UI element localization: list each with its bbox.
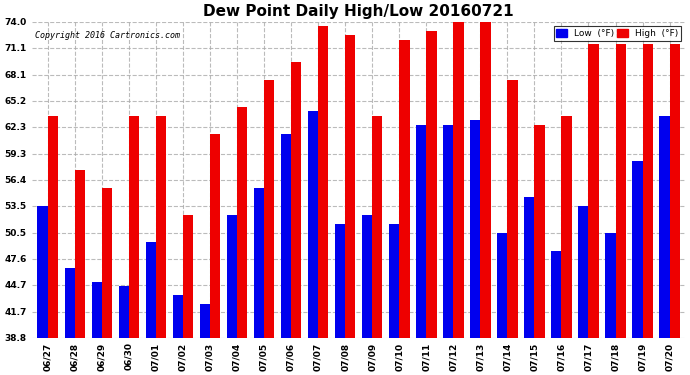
Bar [660,116,669,338]
Bar [156,116,166,338]
Bar [75,170,85,338]
Bar [237,107,247,338]
Bar [64,268,75,338]
Bar [318,26,328,338]
Bar [400,40,409,338]
Bar [291,62,302,338]
Bar [535,125,544,338]
Bar [480,8,491,338]
Bar [129,116,139,338]
Bar [37,206,48,338]
Bar [48,116,58,338]
Bar [199,304,210,338]
Bar [470,120,480,338]
Bar [362,214,372,338]
Bar [453,17,464,338]
Bar [551,251,562,338]
Bar [578,206,589,338]
Bar [92,282,102,338]
Bar [426,31,437,338]
Bar [389,224,400,338]
Bar [669,44,680,338]
Bar [372,116,382,338]
Bar [210,134,220,338]
Bar [172,296,183,338]
Bar [443,125,453,338]
Bar [605,232,615,338]
Title: Dew Point Daily High/Low 20160721: Dew Point Daily High/Low 20160721 [204,4,514,19]
Bar [642,44,653,338]
Bar [524,197,535,338]
Bar [497,232,507,338]
Bar [562,116,572,338]
Bar [102,188,112,338]
Bar [615,44,626,338]
Text: Copyright 2016 Cartronics.com: Copyright 2016 Cartronics.com [34,31,180,40]
Bar [146,242,156,338]
Bar [254,188,264,338]
Bar [632,161,642,338]
Bar [345,35,355,338]
Bar [335,224,345,338]
Bar [416,125,426,338]
Bar [507,80,518,338]
Legend: Low  (°F), High  (°F): Low (°F), High (°F) [553,26,681,40]
Bar [589,44,599,338]
Bar [308,111,318,338]
Bar [281,134,291,338]
Bar [227,214,237,338]
Bar [264,80,275,338]
Bar [119,286,129,338]
Bar [183,214,193,338]
